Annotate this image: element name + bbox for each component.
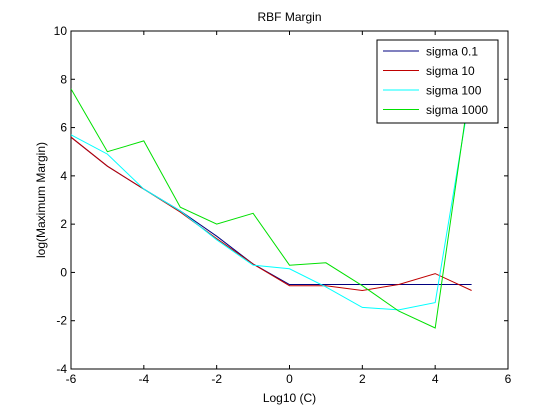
series-line-2 bbox=[71, 84, 473, 311]
legend-entry-label: sigma 0.1 bbox=[426, 45, 478, 59]
y-axis-label: log(Maximum Margin) bbox=[34, 142, 48, 258]
x-tick-label: 4 bbox=[432, 372, 439, 386]
y-tick-label: 0 bbox=[60, 265, 67, 279]
x-tick-label: -6 bbox=[66, 372, 77, 386]
chart-title: RBF Margin bbox=[257, 10, 321, 24]
y-tick-label: 8 bbox=[60, 72, 67, 86]
series-line-1 bbox=[71, 136, 472, 292]
x-tick-label: 0 bbox=[286, 372, 293, 386]
y-tick-label: 10 bbox=[54, 24, 68, 38]
series-lines bbox=[71, 74, 473, 329]
x-tick-label: -2 bbox=[211, 372, 222, 386]
x-tick-label: -4 bbox=[138, 372, 149, 386]
y-tick-label: -2 bbox=[56, 314, 67, 328]
legend-entry-label: sigma 100 bbox=[426, 84, 482, 98]
y-tick-label: -4 bbox=[56, 362, 67, 376]
legend-entry-label: sigma 1000 bbox=[426, 103, 488, 117]
x-axis-label: Log10 (C) bbox=[263, 391, 316, 405]
y-tick-label: 4 bbox=[60, 169, 67, 183]
series-line-3 bbox=[71, 74, 473, 329]
x-tick-label: 6 bbox=[505, 372, 512, 386]
legend: sigma 0.1 sigma 10 sigma 100 sigma 1000 bbox=[376, 39, 499, 124]
y-tick-label: 2 bbox=[60, 217, 67, 231]
y-tick-label: 6 bbox=[60, 121, 67, 135]
legend-entry-label: sigma 10 bbox=[426, 64, 475, 78]
x-tick-label: 2 bbox=[359, 372, 366, 386]
